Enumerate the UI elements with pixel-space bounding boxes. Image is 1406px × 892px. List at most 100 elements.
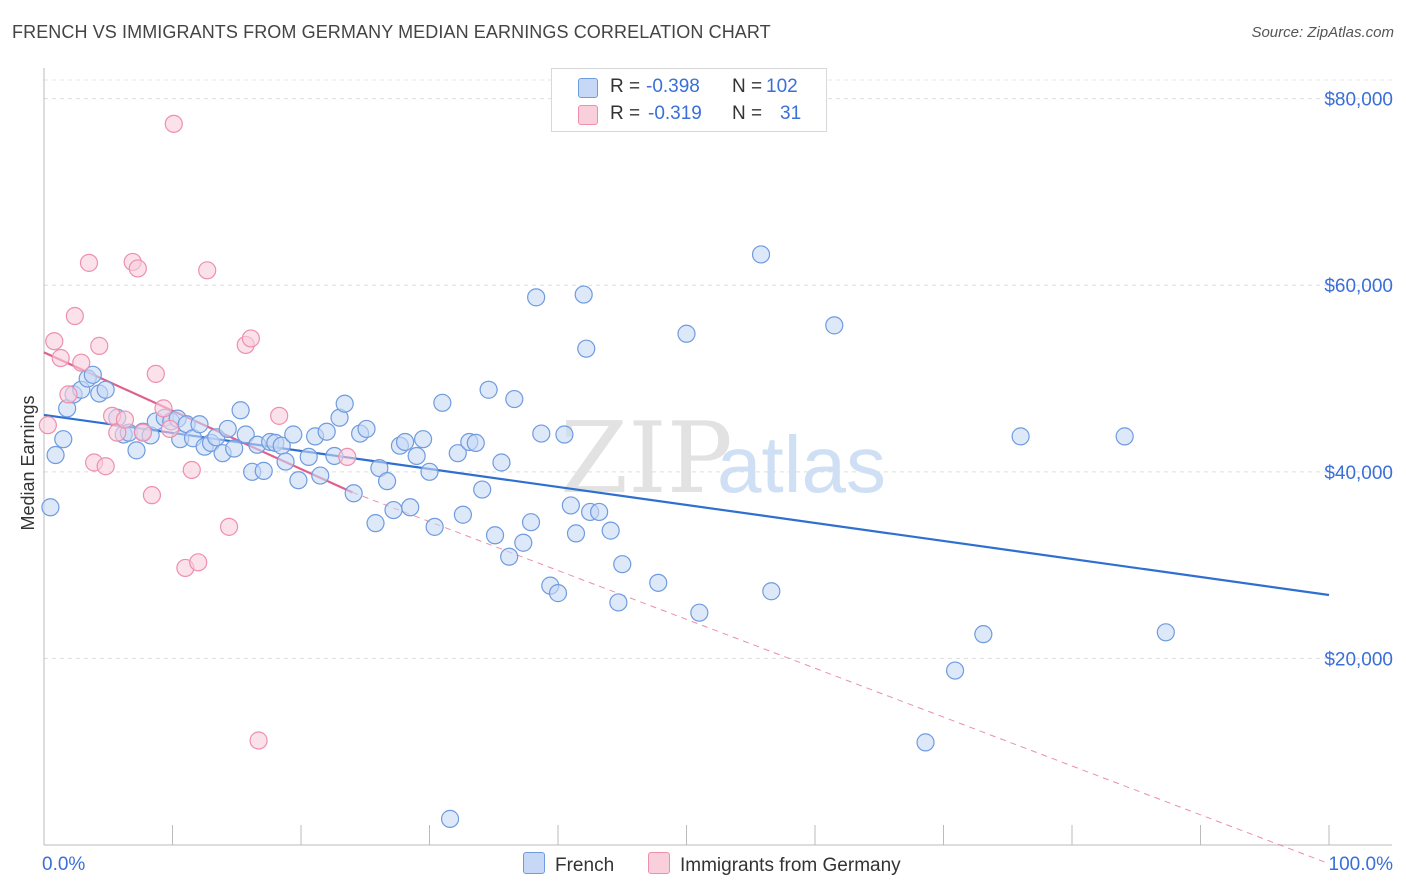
germany-point xyxy=(160,419,180,439)
french-point xyxy=(433,393,452,412)
germany-point xyxy=(38,416,57,435)
germany-point xyxy=(219,517,239,536)
y-tick-label: $80,000 xyxy=(1324,90,1393,111)
french-n-value: 102 xyxy=(766,76,798,97)
french-point xyxy=(420,462,439,481)
french-point xyxy=(613,555,632,574)
french-point xyxy=(751,245,771,264)
french-point xyxy=(231,401,250,420)
french-point xyxy=(566,524,586,543)
french-point xyxy=(289,471,308,490)
french-point xyxy=(690,603,709,622)
french-point xyxy=(407,446,426,466)
germany-point xyxy=(79,253,99,272)
germany-point xyxy=(45,332,64,351)
watermark-zip: ZIP xyxy=(560,402,733,516)
germany-point xyxy=(164,114,183,133)
french-point xyxy=(425,517,444,536)
y-axis-title: Median Earnings xyxy=(18,395,38,530)
french-point xyxy=(505,389,524,409)
french-point xyxy=(317,422,336,441)
r-label: R = xyxy=(610,76,641,97)
germany-point xyxy=(241,329,260,348)
germany-point xyxy=(65,306,84,326)
chart-title: FRENCH VS IMMIGRANTS FROM GERMANY MEDIAN… xyxy=(12,22,771,42)
french-point xyxy=(974,625,993,644)
french-point xyxy=(500,547,519,566)
x-tick-label-max: 100.0% xyxy=(1329,854,1394,875)
french-point xyxy=(357,419,376,439)
french-point xyxy=(254,461,273,480)
french-point xyxy=(514,533,533,552)
germany-point xyxy=(154,399,173,418)
french-legend-swatch xyxy=(523,852,545,874)
germany-point xyxy=(142,486,162,505)
french-point xyxy=(127,441,146,460)
legend-item-french[interactable]: French xyxy=(523,852,614,876)
french-point xyxy=(311,466,330,485)
french-point xyxy=(649,573,668,592)
germany-legend-swatch xyxy=(648,852,670,874)
french-point xyxy=(609,593,628,612)
french-point xyxy=(41,498,60,517)
french-point xyxy=(366,514,385,533)
germany-point xyxy=(90,336,109,355)
french-point xyxy=(492,453,511,472)
french-legend-label: French xyxy=(555,855,615,876)
y-tick-label: $60,000 xyxy=(1324,276,1393,297)
french-point xyxy=(384,500,403,520)
germany-point xyxy=(198,261,217,280)
germany-point xyxy=(338,447,357,467)
gridlines xyxy=(44,79,1392,659)
french-point xyxy=(527,288,546,307)
y-tick-label: $40,000 xyxy=(1324,463,1393,484)
french-point xyxy=(377,472,397,491)
french-point xyxy=(762,582,781,601)
french-point xyxy=(54,430,73,449)
french-point xyxy=(485,526,505,545)
french-point xyxy=(344,484,363,503)
french-point xyxy=(916,733,935,752)
french-r-value: -0.398 xyxy=(646,76,700,97)
french-point xyxy=(532,424,551,443)
axes xyxy=(43,68,1392,846)
french-point xyxy=(236,425,255,444)
tick-labels: $20,000 $40,000 $60,000 $80,000 0.0% 100.0% Me… xyxy=(18,90,1393,875)
french-point xyxy=(548,584,568,603)
french-point xyxy=(83,365,102,384)
french-point xyxy=(46,445,65,465)
french-point xyxy=(1011,427,1030,446)
germany-point xyxy=(146,364,165,383)
french-swatch xyxy=(578,78,598,98)
french-point xyxy=(401,498,420,517)
french-point xyxy=(218,419,237,439)
legend-item-germany[interactable]: Immigrants from Germany xyxy=(648,852,901,876)
germany-trend-extension xyxy=(352,491,1330,865)
french-point xyxy=(945,661,965,680)
french-point xyxy=(555,425,574,444)
germany-legend-label: Immigrants from Germany xyxy=(680,855,901,876)
germany-point xyxy=(96,457,115,476)
french-point xyxy=(284,425,303,444)
germany-point xyxy=(59,385,78,404)
source-label: Source: ZipAtlas.com xyxy=(1251,24,1394,41)
french-point xyxy=(479,380,498,399)
french-point xyxy=(453,505,473,524)
french-point xyxy=(521,513,541,532)
y-tick-label: $20,000 xyxy=(1324,649,1393,670)
french-point xyxy=(574,285,593,304)
french-point xyxy=(395,432,415,452)
germany-point xyxy=(72,353,91,372)
watermark: ZIP atlas xyxy=(560,402,886,516)
french-point xyxy=(1156,623,1175,642)
french-point xyxy=(225,439,244,458)
french-point xyxy=(299,447,318,467)
french-point xyxy=(561,496,580,515)
germany-r-value: -0.319 xyxy=(648,103,702,124)
french-point xyxy=(466,433,485,453)
french-point xyxy=(601,521,620,540)
germany-point xyxy=(133,423,153,442)
french-point xyxy=(96,380,115,399)
french-point xyxy=(440,809,460,828)
